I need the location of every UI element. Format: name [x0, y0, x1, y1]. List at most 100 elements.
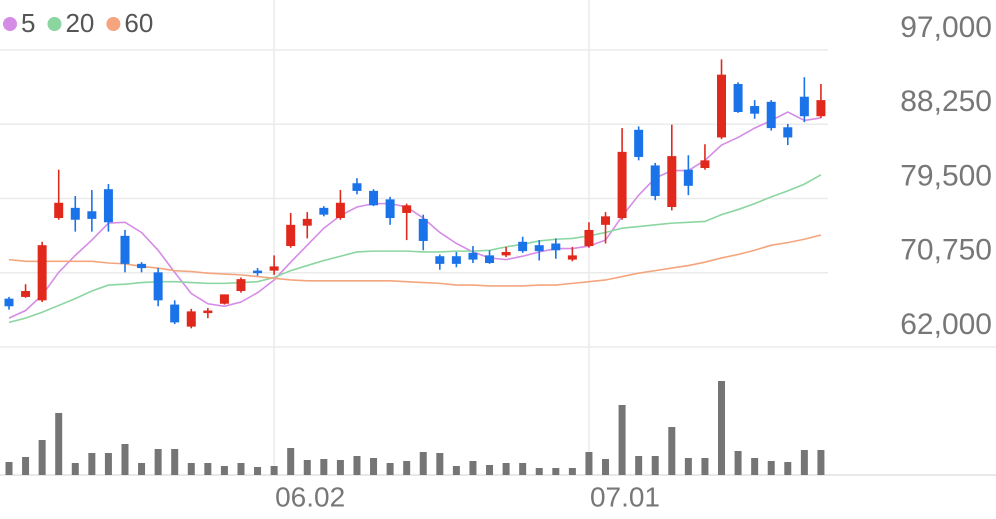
- candle-body: [451, 256, 461, 264]
- candle-body: [219, 294, 229, 304]
- candle-body: [501, 251, 511, 256]
- candle-body: [203, 310, 213, 314]
- y-tick-label: 70,750: [900, 234, 992, 267]
- candle-body: [369, 190, 379, 206]
- volume-bar: [303, 460, 311, 475]
- volume-bar: [618, 405, 626, 475]
- candle-body: [683, 169, 693, 186]
- volume-bar: [5, 462, 13, 475]
- volume-bar: [121, 444, 129, 475]
- y-tick-label: 88,250: [900, 85, 992, 118]
- volume-bar: [386, 463, 394, 475]
- candle-body: [766, 101, 776, 129]
- volume-bar: [237, 463, 245, 475]
- candle-body: [567, 255, 577, 260]
- candle-body: [186, 311, 196, 327]
- candle-body: [103, 189, 113, 223]
- candle-body: [435, 256, 445, 264]
- volume-bar: [784, 462, 792, 475]
- candle-body: [87, 211, 97, 219]
- candle-body: [584, 229, 594, 247]
- volume-bar: [817, 450, 825, 475]
- volume-bar: [436, 453, 444, 475]
- volume-bar: [502, 463, 510, 475]
- volume-bar: [320, 459, 328, 475]
- x-tick-label: 06.02: [275, 481, 345, 512]
- volume-bar: [651, 456, 659, 475]
- candle-body: [302, 218, 312, 226]
- candle-body: [170, 304, 180, 323]
- candle-body: [418, 218, 428, 241]
- y-tick-label: 62,000: [900, 308, 992, 341]
- legend-swatch: [3, 17, 17, 31]
- volume-bar: [270, 466, 278, 475]
- candle-body: [518, 241, 528, 252]
- volume-bar: [535, 468, 543, 475]
- candle-body: [551, 243, 561, 251]
- legend-swatch: [47, 17, 62, 31]
- volume-bar: [171, 449, 179, 475]
- volume-bar: [370, 458, 378, 475]
- volume-bar: [353, 456, 361, 475]
- legend-label: 60: [124, 8, 153, 38]
- volume-bar: [452, 466, 460, 475]
- volume-bar: [602, 459, 610, 475]
- candle-body: [468, 252, 478, 260]
- volume-bar: [336, 460, 344, 475]
- candle-body: [816, 100, 826, 117]
- volume-bar: [734, 451, 742, 475]
- volume-bar: [22, 457, 30, 475]
- ma-line: [8, 234, 822, 287]
- volume-bar: [701, 458, 709, 475]
- volume-bar: [552, 468, 560, 475]
- volume-bar: [403, 461, 411, 475]
- candle-body: [750, 106, 760, 114]
- candle-body: [385, 199, 395, 219]
- candle-body: [352, 183, 362, 191]
- candle-body: [54, 202, 64, 219]
- candle-body: [617, 151, 627, 219]
- candle-body: [70, 207, 80, 220]
- legend-swatch: [106, 17, 121, 31]
- volume-bar: [88, 453, 96, 475]
- candle-body: [717, 74, 727, 138]
- candle-body: [21, 291, 31, 297]
- x-tick-label: 07.01: [590, 481, 660, 512]
- candle-body: [253, 270, 263, 274]
- ma-line: [8, 174, 822, 324]
- volume-bar: [55, 413, 63, 475]
- volume-bar: [519, 463, 527, 475]
- volume-bar: [800, 450, 808, 475]
- candle-body: [236, 279, 246, 292]
- volume-bar: [684, 458, 692, 475]
- volume-bar: [568, 468, 576, 475]
- candle-body: [733, 83, 743, 112]
- candle-body: [153, 272, 163, 301]
- candle-body: [783, 127, 793, 138]
- legend-label: 20: [65, 8, 94, 38]
- candle-body: [4, 298, 14, 307]
- volume-bar: [220, 466, 228, 475]
- candle-body: [120, 235, 130, 264]
- candle-body: [634, 129, 644, 157]
- candle-body: [601, 216, 611, 225]
- candle-body: [286, 224, 296, 247]
- candle-body: [269, 266, 279, 271]
- candle-body: [402, 205, 412, 213]
- volume-bar: [104, 453, 112, 475]
- candle-body: [37, 245, 47, 301]
- candle-body: [650, 165, 660, 196]
- volume-bar: [635, 456, 643, 475]
- candle-body: [534, 245, 544, 252]
- y-tick-label: 79,500: [900, 159, 992, 192]
- candle-body: [700, 160, 710, 168]
- volume-bar: [254, 467, 262, 475]
- y-tick-label: 97,000: [900, 11, 992, 44]
- volume-bar: [767, 461, 775, 475]
- volume-bar: [751, 458, 759, 475]
- candle-body: [799, 96, 809, 117]
- volume-bar: [204, 463, 212, 475]
- volume-bar: [419, 452, 427, 475]
- candle-body: [485, 255, 495, 264]
